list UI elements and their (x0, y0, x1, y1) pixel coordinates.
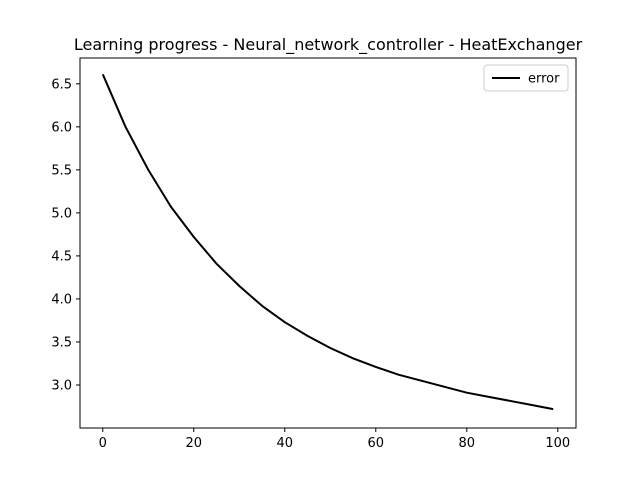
x-tick-label: 20 (185, 436, 202, 451)
chart-title: Learning progress - Neural_network_contr… (74, 35, 583, 55)
y-tick-label: 6.5 (51, 77, 72, 92)
y-tick-label: 5.0 (51, 206, 72, 221)
legend-box (483, 64, 569, 92)
x-tick-label: 40 (276, 436, 293, 451)
legend: error (483, 64, 569, 92)
y-tick-label: 3.0 (51, 378, 72, 393)
legend-label: error (528, 72, 560, 87)
series-lines (101, 73, 554, 411)
y-tick-label: 4.5 (51, 249, 72, 264)
y-tick-label: 3.5 (51, 335, 72, 350)
plot-frame (79, 57, 577, 429)
series-line-error (101, 73, 554, 411)
x-tick-label: 80 (459, 436, 476, 451)
plot-area (80, 58, 576, 428)
y-tick-label: 5.5 (51, 163, 72, 178)
y-tick-label: 6.0 (51, 120, 72, 135)
x-tick-label: 100 (545, 436, 570, 451)
axis-ticks: 0 20 40 60 80 100 3.0 3.5 4.0 4.5 5.0 5.5 6.0 6.5 (51, 77, 570, 451)
x-tick-label: 0 (99, 436, 107, 451)
y-tick-label: 4.0 (51, 292, 72, 307)
x-tick-label: 60 (368, 436, 385, 451)
